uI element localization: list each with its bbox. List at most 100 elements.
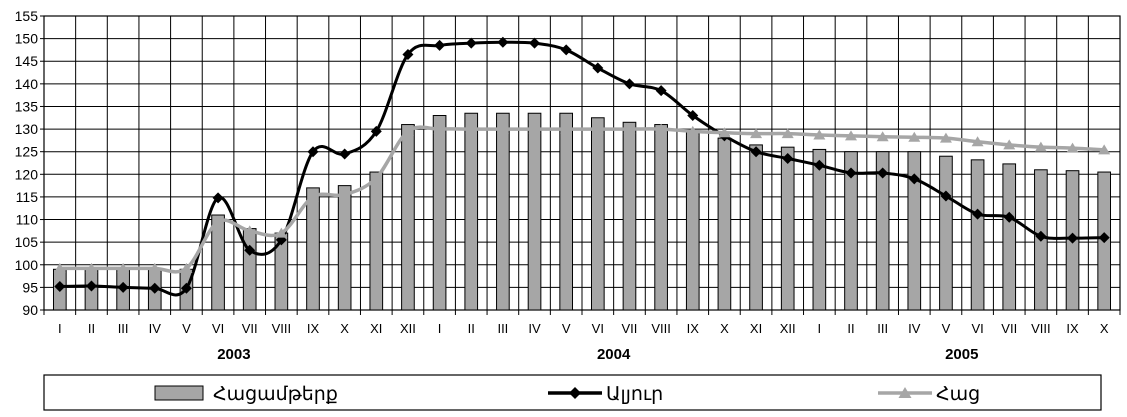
point [54, 280, 66, 292]
x-tick-label: XII [400, 321, 416, 336]
x-tick-label: II [847, 321, 854, 336]
bar [939, 155, 953, 311]
point [1098, 144, 1111, 155]
point [845, 130, 857, 141]
point [117, 281, 129, 293]
point [148, 262, 161, 273]
point [592, 62, 604, 74]
y-tick-label: 145 [15, 53, 39, 69]
point [813, 129, 826, 140]
y-tick-label: 135 [15, 98, 39, 114]
y-tick-label: 90 [22, 302, 38, 318]
bar [717, 137, 732, 311]
x-tick-label: VII [622, 321, 638, 336]
point [655, 85, 667, 97]
y-tick-label: 120 [15, 166, 39, 182]
point [433, 123, 446, 134]
x-tick-label: IX [1066, 321, 1079, 336]
point [971, 136, 984, 147]
point [402, 48, 414, 60]
x-tick-label: II [88, 321, 95, 336]
x-tick-label: VII [242, 321, 258, 336]
x-tick-label: V [182, 321, 191, 336]
point [623, 78, 635, 90]
bar [559, 112, 574, 311]
x-tick-label: I [818, 321, 822, 336]
point [1003, 139, 1016, 150]
point [1067, 232, 1079, 244]
point [877, 167, 889, 179]
y-tick-label: 155 [15, 8, 39, 24]
x-tick-label: I [438, 321, 442, 336]
point [180, 262, 193, 273]
x-tick-label: VIII [651, 321, 671, 336]
point [781, 128, 794, 139]
x-tick-label: XI [750, 321, 762, 336]
x-tick-label: VIII [1031, 321, 1051, 336]
year-label: 2004 [597, 346, 631, 363]
point [339, 148, 351, 160]
bar [242, 228, 257, 311]
point [370, 125, 382, 137]
year-label: 2003 [217, 346, 250, 363]
bar [527, 112, 542, 311]
x-tick-label: III [497, 321, 508, 336]
x-tick-label: X [1100, 321, 1109, 336]
legend-marker [898, 387, 912, 398]
x-tick-label: III [118, 321, 129, 336]
y-tick-label: 95 [22, 279, 38, 295]
point [496, 123, 509, 134]
x-tick-label: IV [908, 321, 921, 336]
bar [970, 159, 985, 311]
point [243, 225, 256, 236]
point [908, 173, 920, 185]
year-label: 2005 [945, 346, 978, 363]
y-axis: 90 95 100 105 110 115 120 125 130 135 140 145 150 155 [15, 8, 44, 318]
point [655, 123, 668, 134]
point [1098, 232, 1110, 244]
bar [369, 171, 384, 311]
point [401, 125, 414, 136]
point [876, 131, 889, 142]
x-tick-label: XII [780, 321, 796, 336]
bar [211, 214, 225, 311]
bar [780, 146, 795, 311]
legend-label: Հաց [936, 384, 980, 405]
bar [1002, 163, 1017, 311]
line-series [53, 36, 1111, 297]
y-tick-label: 110 [16, 212, 39, 228]
bar [337, 185, 352, 311]
x-tick-label: VIII [272, 321, 292, 336]
point [149, 282, 161, 294]
point [686, 125, 699, 136]
point [972, 208, 984, 220]
x-tick-label: X [340, 321, 349, 336]
x-tick-label: XI [370, 321, 382, 336]
y-tick-label: 125 [15, 144, 39, 160]
y-tick-label: 105 [15, 234, 39, 250]
point [908, 131, 921, 142]
bar [464, 112, 479, 311]
bar [844, 151, 858, 311]
x-tick-label: IX [307, 321, 320, 336]
bar [749, 144, 763, 311]
point [560, 44, 572, 56]
point [939, 132, 952, 143]
series-line [59, 125, 1105, 274]
point [529, 37, 541, 49]
point [497, 36, 509, 48]
y-tick-label: 115 [16, 189, 39, 205]
bar [306, 187, 320, 311]
point [212, 216, 225, 227]
point [338, 189, 351, 200]
x-tick-label: VI [592, 321, 604, 336]
y-tick-label: 130 [15, 121, 39, 137]
point [750, 128, 763, 139]
y-tick-label: 100 [15, 257, 39, 273]
x-tick-label: V [562, 321, 571, 336]
point [750, 146, 762, 158]
point [434, 39, 446, 51]
legend-swatch [154, 385, 204, 401]
bar [432, 115, 447, 311]
